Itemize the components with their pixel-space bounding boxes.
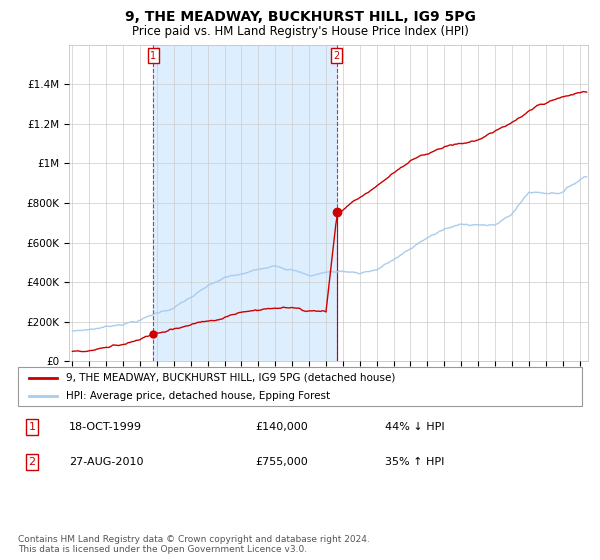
Text: 9, THE MEADWAY, BUCKHURST HILL, IG9 5PG: 9, THE MEADWAY, BUCKHURST HILL, IG9 5PG xyxy=(125,10,475,24)
Text: 18-OCT-1999: 18-OCT-1999 xyxy=(69,422,142,432)
Text: £755,000: £755,000 xyxy=(255,457,308,467)
Text: Contains HM Land Registry data © Crown copyright and database right 2024.
This d: Contains HM Land Registry data © Crown c… xyxy=(18,535,370,554)
Text: 44% ↓ HPI: 44% ↓ HPI xyxy=(385,422,444,432)
Text: 1: 1 xyxy=(150,51,157,61)
FancyBboxPatch shape xyxy=(18,367,582,406)
Text: 35% ↑ HPI: 35% ↑ HPI xyxy=(385,457,444,467)
Text: 2: 2 xyxy=(334,51,340,61)
Bar xyxy=(154,45,337,361)
Text: 1: 1 xyxy=(29,422,35,432)
Text: 2: 2 xyxy=(29,457,35,467)
Text: 27-AUG-2010: 27-AUG-2010 xyxy=(69,457,143,467)
Text: HPI: Average price, detached house, Epping Forest: HPI: Average price, detached house, Eppi… xyxy=(66,391,330,401)
Text: Price paid vs. HM Land Registry's House Price Index (HPI): Price paid vs. HM Land Registry's House … xyxy=(131,25,469,38)
Text: 9, THE MEADWAY, BUCKHURST HILL, IG9 5PG (detached house): 9, THE MEADWAY, BUCKHURST HILL, IG9 5PG … xyxy=(66,373,395,383)
Text: £140,000: £140,000 xyxy=(255,422,308,432)
